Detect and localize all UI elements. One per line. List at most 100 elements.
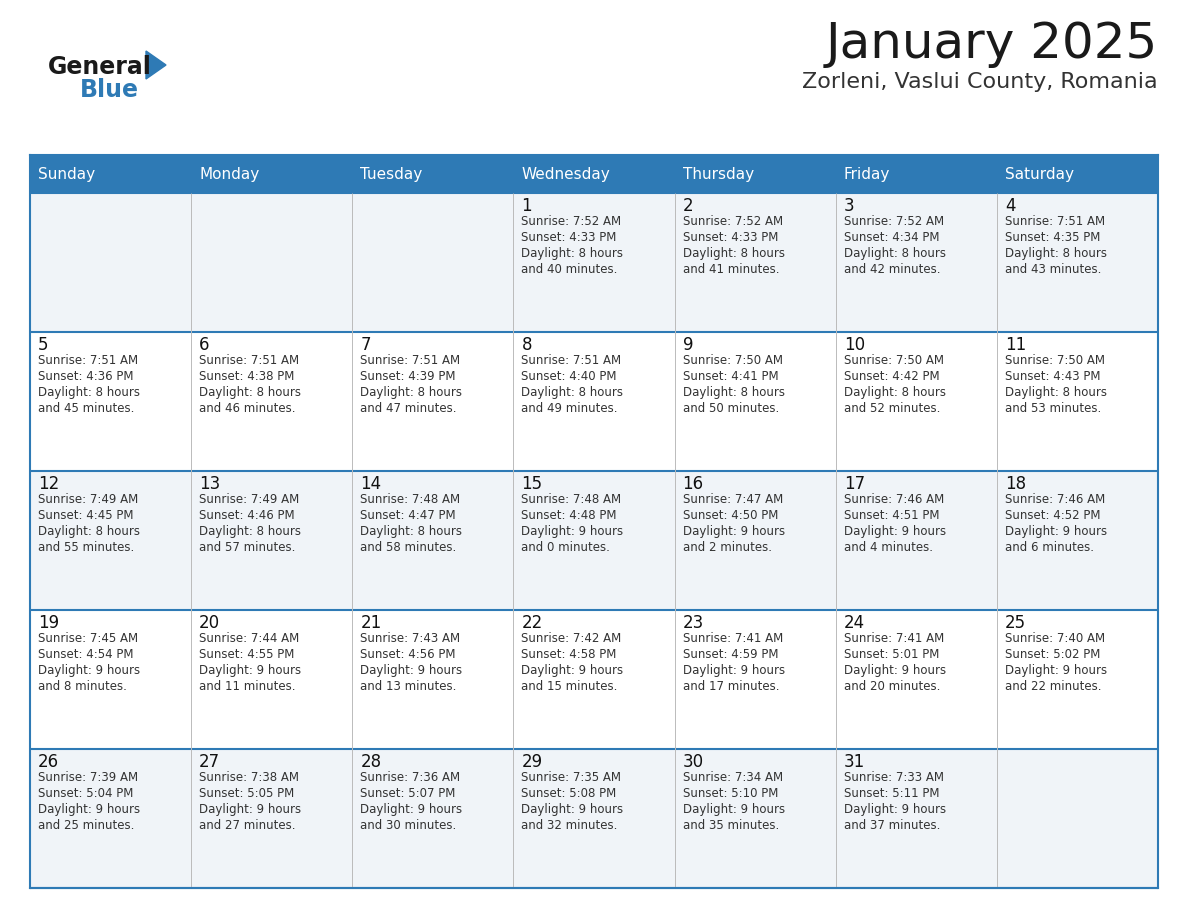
Text: 10: 10 xyxy=(843,336,865,354)
Text: Daylight: 9 hours: Daylight: 9 hours xyxy=(360,803,462,816)
Text: Sunset: 4:48 PM: Sunset: 4:48 PM xyxy=(522,509,617,522)
Text: Sunrise: 7:52 AM: Sunrise: 7:52 AM xyxy=(683,215,783,228)
Text: Sunset: 4:46 PM: Sunset: 4:46 PM xyxy=(200,509,295,522)
Bar xyxy=(30,471,191,610)
Text: Daylight: 9 hours: Daylight: 9 hours xyxy=(683,664,785,677)
Text: Sunrise: 7:33 AM: Sunrise: 7:33 AM xyxy=(843,771,943,784)
Text: and 43 minutes.: and 43 minutes. xyxy=(1005,263,1101,276)
Text: and 41 minutes.: and 41 minutes. xyxy=(683,263,779,276)
Text: 29: 29 xyxy=(522,753,543,771)
Text: Daylight: 8 hours: Daylight: 8 hours xyxy=(522,247,624,260)
Polygon shape xyxy=(146,51,166,79)
Text: Saturday: Saturday xyxy=(1005,166,1074,182)
Text: Daylight: 9 hours: Daylight: 9 hours xyxy=(200,803,302,816)
Text: 27: 27 xyxy=(200,753,220,771)
Text: and 45 minutes.: and 45 minutes. xyxy=(38,402,134,415)
Bar xyxy=(835,610,997,749)
Text: and 40 minutes.: and 40 minutes. xyxy=(522,263,618,276)
Text: Tuesday: Tuesday xyxy=(360,166,423,182)
Text: Daylight: 8 hours: Daylight: 8 hours xyxy=(522,386,624,399)
Text: and 42 minutes.: and 42 minutes. xyxy=(843,263,940,276)
Text: Sunset: 4:51 PM: Sunset: 4:51 PM xyxy=(843,509,940,522)
Bar xyxy=(835,332,997,471)
Bar xyxy=(353,155,513,193)
Text: 15: 15 xyxy=(522,475,543,493)
Text: January 2025: January 2025 xyxy=(826,20,1158,68)
Text: Sunrise: 7:42 AM: Sunrise: 7:42 AM xyxy=(522,632,621,645)
Text: Sunset: 4:40 PM: Sunset: 4:40 PM xyxy=(522,370,617,383)
Bar xyxy=(30,155,191,193)
Text: Sunset: 4:47 PM: Sunset: 4:47 PM xyxy=(360,509,456,522)
Text: Sunset: 4:55 PM: Sunset: 4:55 PM xyxy=(200,648,295,661)
Bar xyxy=(191,193,353,332)
Bar xyxy=(353,332,513,471)
Text: Daylight: 9 hours: Daylight: 9 hours xyxy=(843,664,946,677)
Text: 28: 28 xyxy=(360,753,381,771)
Text: and 55 minutes.: and 55 minutes. xyxy=(38,541,134,554)
Text: Sunset: 5:08 PM: Sunset: 5:08 PM xyxy=(522,787,617,800)
Text: and 27 minutes.: and 27 minutes. xyxy=(200,819,296,832)
Text: and 11 minutes.: and 11 minutes. xyxy=(200,680,296,693)
Text: and 53 minutes.: and 53 minutes. xyxy=(1005,402,1101,415)
Text: and 32 minutes.: and 32 minutes. xyxy=(522,819,618,832)
Text: Sunrise: 7:40 AM: Sunrise: 7:40 AM xyxy=(1005,632,1105,645)
Bar xyxy=(30,749,191,888)
Text: General: General xyxy=(48,55,152,79)
Text: Daylight: 8 hours: Daylight: 8 hours xyxy=(38,525,140,538)
Bar xyxy=(835,471,997,610)
Text: Daylight: 8 hours: Daylight: 8 hours xyxy=(360,386,462,399)
Text: Sunrise: 7:50 AM: Sunrise: 7:50 AM xyxy=(1005,354,1105,367)
Text: and 47 minutes.: and 47 minutes. xyxy=(360,402,456,415)
Text: Daylight: 8 hours: Daylight: 8 hours xyxy=(360,525,462,538)
Text: Sunset: 5:05 PM: Sunset: 5:05 PM xyxy=(200,787,295,800)
Text: 8: 8 xyxy=(522,336,532,354)
Text: Sunrise: 7:39 AM: Sunrise: 7:39 AM xyxy=(38,771,138,784)
Text: 1: 1 xyxy=(522,197,532,215)
Text: Sunset: 4:39 PM: Sunset: 4:39 PM xyxy=(360,370,456,383)
Text: Sunset: 4:33 PM: Sunset: 4:33 PM xyxy=(522,231,617,244)
Text: Sunrise: 7:46 AM: Sunrise: 7:46 AM xyxy=(843,493,944,506)
Bar xyxy=(997,471,1158,610)
Text: Sunrise: 7:38 AM: Sunrise: 7:38 AM xyxy=(200,771,299,784)
Bar xyxy=(30,193,191,332)
Text: Sunset: 4:36 PM: Sunset: 4:36 PM xyxy=(38,370,133,383)
Bar xyxy=(997,193,1158,332)
Bar xyxy=(191,471,353,610)
Text: Daylight: 9 hours: Daylight: 9 hours xyxy=(843,525,946,538)
Bar xyxy=(997,610,1158,749)
Text: Daylight: 8 hours: Daylight: 8 hours xyxy=(843,247,946,260)
Bar xyxy=(997,749,1158,888)
Bar xyxy=(353,610,513,749)
Text: and 25 minutes.: and 25 minutes. xyxy=(38,819,134,832)
Text: 26: 26 xyxy=(38,753,59,771)
Text: Sunset: 4:43 PM: Sunset: 4:43 PM xyxy=(1005,370,1100,383)
Text: Daylight: 8 hours: Daylight: 8 hours xyxy=(1005,386,1107,399)
Text: Sunrise: 7:34 AM: Sunrise: 7:34 AM xyxy=(683,771,783,784)
Text: Daylight: 8 hours: Daylight: 8 hours xyxy=(200,525,301,538)
Text: and 49 minutes.: and 49 minutes. xyxy=(522,402,618,415)
Text: 6: 6 xyxy=(200,336,209,354)
Text: and 17 minutes.: and 17 minutes. xyxy=(683,680,779,693)
Text: 24: 24 xyxy=(843,614,865,632)
Text: Sunrise: 7:46 AM: Sunrise: 7:46 AM xyxy=(1005,493,1105,506)
Text: Monday: Monday xyxy=(200,166,259,182)
Bar xyxy=(675,332,835,471)
Text: Daylight: 9 hours: Daylight: 9 hours xyxy=(38,664,140,677)
Text: Daylight: 9 hours: Daylight: 9 hours xyxy=(1005,664,1107,677)
Text: Sunset: 5:07 PM: Sunset: 5:07 PM xyxy=(360,787,456,800)
Text: Sunrise: 7:44 AM: Sunrise: 7:44 AM xyxy=(200,632,299,645)
Text: Daylight: 9 hours: Daylight: 9 hours xyxy=(360,664,462,677)
Text: and 6 minutes.: and 6 minutes. xyxy=(1005,541,1094,554)
Bar xyxy=(353,471,513,610)
Text: Wednesday: Wednesday xyxy=(522,166,611,182)
Text: 5: 5 xyxy=(38,336,49,354)
Text: Sunrise: 7:41 AM: Sunrise: 7:41 AM xyxy=(683,632,783,645)
Text: Sunrise: 7:50 AM: Sunrise: 7:50 AM xyxy=(843,354,943,367)
Text: Sunset: 4:45 PM: Sunset: 4:45 PM xyxy=(38,509,133,522)
Text: 17: 17 xyxy=(843,475,865,493)
Bar xyxy=(513,471,675,610)
Text: Sunrise: 7:45 AM: Sunrise: 7:45 AM xyxy=(38,632,138,645)
Text: Sunrise: 7:50 AM: Sunrise: 7:50 AM xyxy=(683,354,783,367)
Bar xyxy=(675,155,835,193)
Text: Sunrise: 7:41 AM: Sunrise: 7:41 AM xyxy=(843,632,944,645)
